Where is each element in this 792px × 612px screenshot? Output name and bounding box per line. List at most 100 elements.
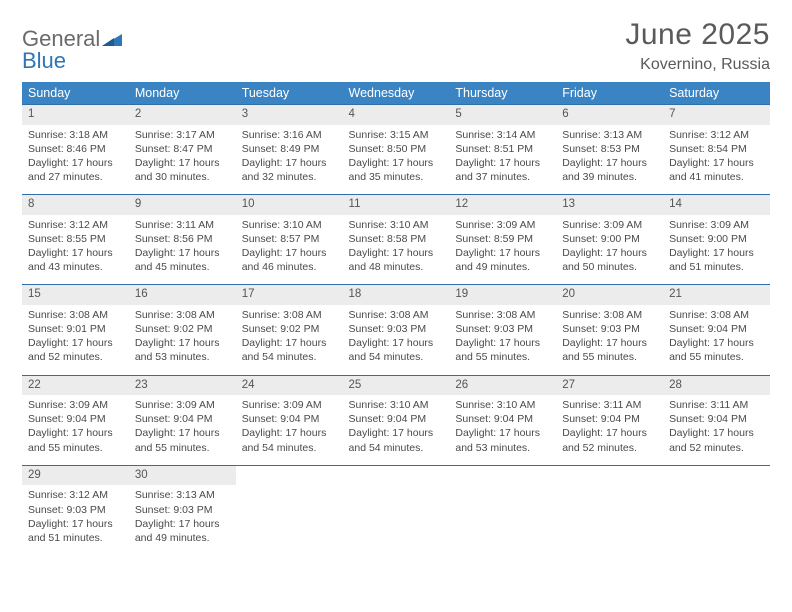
sunrise-line: Sunrise: 3:09 AM <box>455 218 550 232</box>
day-number-cell: 14 <box>663 195 770 215</box>
day-number-cell: 28 <box>663 375 770 395</box>
sunrise-line: Sunrise: 3:11 AM <box>669 398 764 412</box>
sunrise-line: Sunrise: 3:09 AM <box>669 218 764 232</box>
day-body-cell <box>663 485 770 555</box>
daylight-line: Daylight: 17 hours and 51 minutes. <box>28 517 123 545</box>
day-number-cell: 27 <box>556 375 663 395</box>
day-number-cell <box>663 465 770 485</box>
day-body-cell: Sunrise: 3:09 AMSunset: 9:04 PMDaylight:… <box>236 395 343 465</box>
day-number-cell: 5 <box>449 105 556 125</box>
sunset-line: Sunset: 9:01 PM <box>28 322 123 336</box>
title-block: June 2025 Kovernino, Russia <box>625 18 770 74</box>
day-number-cell: 21 <box>663 285 770 305</box>
sunrise-line: Sunrise: 3:09 AM <box>242 398 337 412</box>
daylight-line: Daylight: 17 hours and 48 minutes. <box>349 246 444 274</box>
sunset-line: Sunset: 9:02 PM <box>135 322 230 336</box>
day-number-cell: 25 <box>343 375 450 395</box>
sunrise-line: Sunrise: 3:08 AM <box>242 308 337 322</box>
sunset-line: Sunset: 9:04 PM <box>349 412 444 426</box>
sunrise-line: Sunrise: 3:08 AM <box>562 308 657 322</box>
logo-text-block: General Blue <box>22 26 122 74</box>
sunset-line: Sunset: 8:54 PM <box>669 142 764 156</box>
day-body-cell <box>556 485 663 555</box>
daylight-line: Daylight: 17 hours and 46 minutes. <box>242 246 337 274</box>
sunrise-line: Sunrise: 3:10 AM <box>349 218 444 232</box>
sunset-line: Sunset: 9:00 PM <box>669 232 764 246</box>
sunrise-line: Sunrise: 3:16 AM <box>242 128 337 142</box>
day-number-cell: 9 <box>129 195 236 215</box>
day-number-cell: 16 <box>129 285 236 305</box>
sunrise-line: Sunrise: 3:12 AM <box>669 128 764 142</box>
weekday-header-row: Sunday Monday Tuesday Wednesday Thursday… <box>22 82 770 105</box>
daylight-line: Daylight: 17 hours and 27 minutes. <box>28 156 123 184</box>
sunset-line: Sunset: 9:04 PM <box>669 412 764 426</box>
sunset-line: Sunset: 8:50 PM <box>349 142 444 156</box>
sunset-line: Sunset: 8:59 PM <box>455 232 550 246</box>
day-number-cell <box>556 465 663 485</box>
day-body-cell: Sunrise: 3:14 AMSunset: 8:51 PMDaylight:… <box>449 125 556 195</box>
daynum-row: 891011121314 <box>22 195 770 215</box>
day-body-cell: Sunrise: 3:08 AMSunset: 9:02 PMDaylight:… <box>236 305 343 375</box>
day-body-cell: Sunrise: 3:16 AMSunset: 8:49 PMDaylight:… <box>236 125 343 195</box>
day-number-cell: 2 <box>129 105 236 125</box>
day-body-cell: Sunrise: 3:08 AMSunset: 9:04 PMDaylight:… <box>663 305 770 375</box>
sunrise-line: Sunrise: 3:10 AM <box>242 218 337 232</box>
daylight-line: Daylight: 17 hours and 50 minutes. <box>562 246 657 274</box>
sunset-line: Sunset: 8:55 PM <box>28 232 123 246</box>
day-body-cell: Sunrise: 3:13 AMSunset: 8:53 PMDaylight:… <box>556 125 663 195</box>
sunset-line: Sunset: 9:04 PM <box>135 412 230 426</box>
day-body-cell: Sunrise: 3:15 AMSunset: 8:50 PMDaylight:… <box>343 125 450 195</box>
daylight-line: Daylight: 17 hours and 49 minutes. <box>135 517 230 545</box>
sunset-line: Sunset: 9:04 PM <box>455 412 550 426</box>
day-body-cell <box>449 485 556 555</box>
header: General Blue June 2025 Kovernino, Russia <box>22 18 770 74</box>
day-number-cell: 29 <box>22 465 129 485</box>
day-body-cell <box>343 485 450 555</box>
day-number-cell: 13 <box>556 195 663 215</box>
sunrise-line: Sunrise: 3:09 AM <box>28 398 123 412</box>
month-title: June 2025 <box>625 18 770 52</box>
day-number-cell: 17 <box>236 285 343 305</box>
daybody-row: Sunrise: 3:12 AMSunset: 9:03 PMDaylight:… <box>22 485 770 555</box>
sunrise-line: Sunrise: 3:08 AM <box>455 308 550 322</box>
sunset-line: Sunset: 8:46 PM <box>28 142 123 156</box>
sunset-line: Sunset: 8:51 PM <box>455 142 550 156</box>
daylight-line: Daylight: 17 hours and 53 minutes. <box>455 426 550 454</box>
day-body-cell: Sunrise: 3:11 AMSunset: 9:04 PMDaylight:… <box>663 395 770 465</box>
sunset-line: Sunset: 8:49 PM <box>242 142 337 156</box>
daylight-line: Daylight: 17 hours and 41 minutes. <box>669 156 764 184</box>
day-number-cell: 24 <box>236 375 343 395</box>
daylight-line: Daylight: 17 hours and 30 minutes. <box>135 156 230 184</box>
daynum-row: 1234567 <box>22 105 770 125</box>
weekday-header: Friday <box>556 82 663 105</box>
calendar-body: 1234567Sunrise: 3:18 AMSunset: 8:46 PMDa… <box>22 105 770 556</box>
daylight-line: Daylight: 17 hours and 54 minutes. <box>242 336 337 364</box>
sunrise-line: Sunrise: 3:10 AM <box>455 398 550 412</box>
sunset-line: Sunset: 9:03 PM <box>562 322 657 336</box>
daylight-line: Daylight: 17 hours and 54 minutes. <box>349 336 444 364</box>
daybody-row: Sunrise: 3:18 AMSunset: 8:46 PMDaylight:… <box>22 125 770 195</box>
sunset-line: Sunset: 9:03 PM <box>28 503 123 517</box>
sunrise-line: Sunrise: 3:08 AM <box>349 308 444 322</box>
day-body-cell: Sunrise: 3:09 AMSunset: 9:04 PMDaylight:… <box>129 395 236 465</box>
daylight-line: Daylight: 17 hours and 55 minutes. <box>562 336 657 364</box>
sunrise-line: Sunrise: 3:13 AM <box>135 488 230 502</box>
day-body-cell: Sunrise: 3:12 AMSunset: 9:03 PMDaylight:… <box>22 485 129 555</box>
sunset-line: Sunset: 9:04 PM <box>562 412 657 426</box>
daylight-line: Daylight: 17 hours and 55 minutes. <box>28 426 123 454</box>
daynum-row: 15161718192021 <box>22 285 770 305</box>
daylight-line: Daylight: 17 hours and 55 minutes. <box>455 336 550 364</box>
day-body-cell: Sunrise: 3:09 AMSunset: 9:00 PMDaylight:… <box>663 215 770 285</box>
weekday-header: Tuesday <box>236 82 343 105</box>
daylight-line: Daylight: 17 hours and 45 minutes. <box>135 246 230 274</box>
day-body-cell: Sunrise: 3:08 AMSunset: 9:03 PMDaylight:… <box>343 305 450 375</box>
sunrise-line: Sunrise: 3:08 AM <box>135 308 230 322</box>
daylight-line: Daylight: 17 hours and 55 minutes. <box>135 426 230 454</box>
sunrise-line: Sunrise: 3:11 AM <box>562 398 657 412</box>
sunset-line: Sunset: 9:03 PM <box>135 503 230 517</box>
sunset-line: Sunset: 9:04 PM <box>669 322 764 336</box>
sunrise-line: Sunrise: 3:09 AM <box>562 218 657 232</box>
daylight-line: Daylight: 17 hours and 35 minutes. <box>349 156 444 184</box>
daylight-line: Daylight: 17 hours and 37 minutes. <box>455 156 550 184</box>
day-body-cell: Sunrise: 3:08 AMSunset: 9:03 PMDaylight:… <box>449 305 556 375</box>
